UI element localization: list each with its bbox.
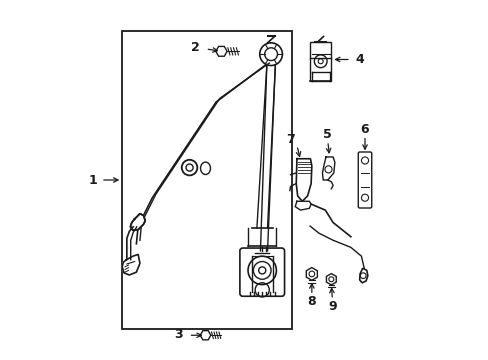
Text: 1: 1 bbox=[88, 174, 97, 186]
Text: 3: 3 bbox=[174, 328, 183, 341]
Polygon shape bbox=[130, 214, 145, 230]
Polygon shape bbox=[122, 255, 140, 275]
Text: 8: 8 bbox=[307, 295, 316, 308]
Text: 9: 9 bbox=[327, 300, 336, 313]
Bar bbox=[122, 31, 292, 329]
Polygon shape bbox=[322, 157, 334, 180]
Text: 2: 2 bbox=[190, 41, 199, 54]
Text: 7: 7 bbox=[285, 133, 294, 146]
Text: 5: 5 bbox=[323, 128, 331, 141]
Polygon shape bbox=[296, 159, 311, 201]
Text: 4: 4 bbox=[355, 53, 364, 66]
Polygon shape bbox=[295, 201, 310, 210]
Text: 6: 6 bbox=[360, 123, 368, 136]
